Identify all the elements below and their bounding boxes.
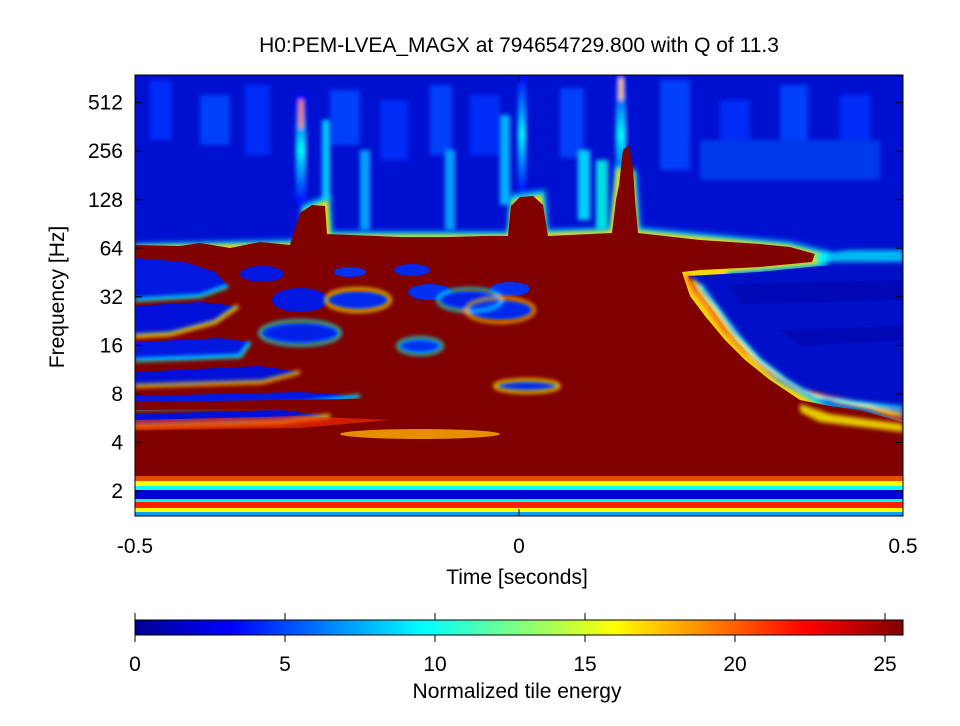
colorbar-tick-label: 0: [129, 653, 141, 676]
x-axis-label: Time [seconds]: [446, 566, 588, 589]
right-low-band: [800, 250, 903, 432]
x-axis: -0.5 0 0.5: [117, 75, 918, 558]
x-tick-label: 0: [513, 535, 525, 558]
colorbar-tick-label: 5: [279, 653, 291, 676]
y-tick-label: 512: [88, 92, 123, 115]
vertical-transient-streaks: [296, 75, 626, 230]
x-tick-label: 0.5: [888, 535, 917, 558]
high-frequency-noise: [150, 80, 880, 180]
y-tick-label: 64: [100, 237, 124, 260]
blue-wedge-right: [688, 262, 903, 420]
red-bands-left: [135, 398, 470, 430]
colorbar-tick-label: 10: [423, 653, 446, 676]
y-tick-label: 4: [111, 431, 123, 454]
heatmap-plot-area: [135, 75, 903, 516]
y-axis: 2 4 8 16 32 64 128 256 512: [88, 92, 903, 503]
colorbar: [134, 619, 904, 636]
x-tick-label: -0.5: [117, 535, 153, 558]
right-wedge-rim: [686, 275, 903, 422]
y-tick-label: 8: [111, 383, 123, 406]
colorbar-tick-label: 20: [723, 653, 746, 676]
blue-island-holes: [240, 264, 557, 439]
y-tick-label: 2: [111, 480, 123, 503]
island-rims: [258, 287, 561, 394]
y-tick-label: 256: [88, 140, 123, 163]
colorbar-tick-label: 15: [573, 653, 596, 676]
y-axis-label: Frequency [Hz]: [46, 226, 69, 368]
y-tick-label: 16: [100, 334, 123, 357]
colorbar-tick-label: 25: [873, 653, 896, 676]
y-tick-label: 32: [100, 286, 123, 309]
colorbar-label: Normalized tile energy: [413, 680, 622, 703]
y-tick-label: 128: [88, 189, 123, 212]
chart-title: H0:PEM-LVEA_MAGX at 794654729.800 with Q…: [259, 34, 779, 57]
colorbar-axis: 0 5 10 15 20 25: [129, 613, 897, 676]
